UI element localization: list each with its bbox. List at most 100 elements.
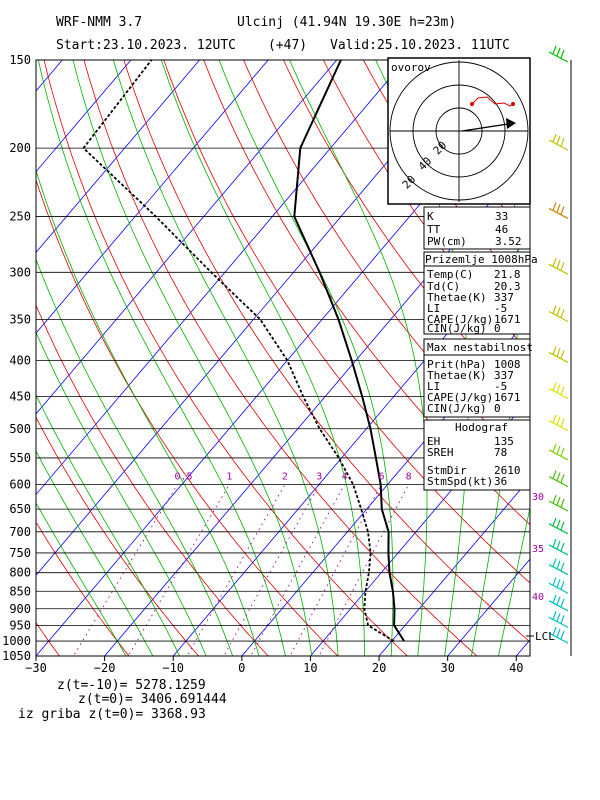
surface-row-label: CIN(J/kg) xyxy=(427,322,487,335)
isotherm-line xyxy=(36,60,200,254)
temperature-tick-label: 0 xyxy=(238,661,245,675)
dewpoint-profile xyxy=(82,60,395,642)
max-row-value: 1008 xyxy=(494,358,521,371)
pressure-tick-label: 700 xyxy=(9,525,31,539)
wind-barb-flag xyxy=(552,470,557,479)
wind-barb xyxy=(548,420,569,432)
max-row-label: CAPE(J/kg) xyxy=(427,391,493,404)
max-instability-box xyxy=(423,338,531,418)
k-value: 33 xyxy=(495,210,508,223)
hodograph-point xyxy=(511,102,515,106)
pressure-tick-label: 500 xyxy=(9,422,31,436)
wind-barb-flag xyxy=(556,519,561,529)
dry-adiabat xyxy=(123,60,530,643)
mixing-ratio-label: 6 xyxy=(379,472,385,483)
wind-barb-flag xyxy=(552,258,557,267)
pressure-tick-label: 250 xyxy=(9,210,31,224)
indices-panel: K 33 TT 46 PW(cm) 3.52 Prizemlje 1008hPa… xyxy=(423,206,538,491)
footer-line-3: iz griba z(t=0)= 3368.93 xyxy=(18,707,206,722)
pressure-tick-label: 400 xyxy=(9,353,31,367)
surface-row-value: -5 xyxy=(494,302,507,315)
pressure-tick-label: 650 xyxy=(9,502,31,516)
wind-barb-flag xyxy=(560,598,565,607)
temperature-tick-label: 30 xyxy=(440,661,454,675)
wind-barb-flag xyxy=(556,384,561,393)
wind-barb-flag xyxy=(552,611,557,620)
wind-barb-flag xyxy=(560,474,565,483)
dry-adiabat xyxy=(43,60,408,656)
dry-adiabat xyxy=(163,60,530,584)
wind-barb-flag xyxy=(560,309,565,318)
profile-lines xyxy=(82,60,405,642)
height-label: 35 xyxy=(532,544,544,555)
wind-barb xyxy=(548,564,569,576)
storm-motion-vector xyxy=(461,123,509,132)
moist-adiabat xyxy=(36,169,260,656)
moist-adiabat xyxy=(36,258,234,656)
wind-barb-flag xyxy=(560,521,565,531)
mixing-ratio-label: 0.5 xyxy=(175,472,193,483)
surface-row-value: 20.3 xyxy=(494,280,521,293)
wind-barb-flag xyxy=(560,137,565,147)
max-row-label: Thetae(K) xyxy=(427,369,487,382)
model-name: WRF-NMM 3.7 xyxy=(56,15,142,30)
wind-barb-flag xyxy=(560,350,565,359)
wind-barb-flag xyxy=(552,494,557,504)
moist-adiabat xyxy=(497,505,530,656)
pressure-tick-label: 600 xyxy=(9,478,31,492)
moist-adiabat xyxy=(36,450,154,656)
wind-barb-flag xyxy=(552,626,557,636)
wind-barb-flag xyxy=(552,558,557,567)
wind-barb-flag xyxy=(560,49,565,59)
moist-adiabat xyxy=(72,60,313,656)
wind-barbs xyxy=(548,45,569,644)
wind-barb-flag xyxy=(560,418,565,427)
moist-adiabat xyxy=(37,60,286,656)
max-row-label: CIN(J/kg) xyxy=(427,402,487,415)
dry-adiabat xyxy=(83,60,478,656)
moist-adiabat xyxy=(113,60,339,656)
wind-barb-flag xyxy=(556,540,561,550)
wind-barb-flag xyxy=(556,560,561,569)
pressure-tick-label: 300 xyxy=(9,265,31,279)
wind-barb-flag xyxy=(556,496,561,506)
dry-adiabat xyxy=(36,416,200,656)
pressure-tick-label: 200 xyxy=(9,141,31,155)
wind-barb-flag xyxy=(552,45,557,55)
wind-barb-flag xyxy=(556,348,561,357)
wind-barb-flag xyxy=(556,135,561,145)
pressure-tick-label: 150 xyxy=(9,53,31,67)
height-label: 40 xyxy=(532,592,544,603)
max-instability-title: Max nestabilnost xyxy=(427,341,533,354)
mixing-ratio-line xyxy=(72,484,178,656)
hodograph-title: ovorov xyxy=(391,61,431,74)
wind-barb xyxy=(548,544,569,556)
hodograph-point xyxy=(470,102,474,106)
surface-title: Prizemlje 1008hPa xyxy=(425,253,538,266)
max-row-value: -5 xyxy=(494,380,507,393)
max-row-value: 1671 xyxy=(494,391,521,404)
wind-barb-flag xyxy=(552,594,557,603)
hodograf-row-label: EH xyxy=(427,435,440,448)
wind-barb xyxy=(548,500,569,512)
moist-adiabat xyxy=(36,394,181,656)
dry-adiabat xyxy=(36,521,130,656)
wind-barb-flag xyxy=(560,615,565,624)
wind-barb-flag xyxy=(556,307,561,316)
surface-row-value: 21.8 xyxy=(494,268,521,281)
hodograf-row-label: SREH xyxy=(427,446,454,459)
run-start: Start:23.10.2023. 12UTC xyxy=(56,38,236,53)
hodograf-row-value: 135 xyxy=(494,435,514,448)
wind-barb xyxy=(548,387,569,400)
mixing-ratio-line xyxy=(127,484,230,656)
wind-barb-flag xyxy=(560,498,565,508)
wind-barb-flag xyxy=(560,262,565,271)
temperature-profile xyxy=(293,60,405,642)
dry-adiabat xyxy=(283,60,530,411)
isotherm-line xyxy=(378,477,530,656)
indices-box xyxy=(423,206,531,250)
wind-barb-flag xyxy=(560,386,565,395)
surface-row-value: 337 xyxy=(494,291,514,304)
pw-label: PW(cm) xyxy=(427,235,467,248)
isotherm-line xyxy=(585,60,600,656)
